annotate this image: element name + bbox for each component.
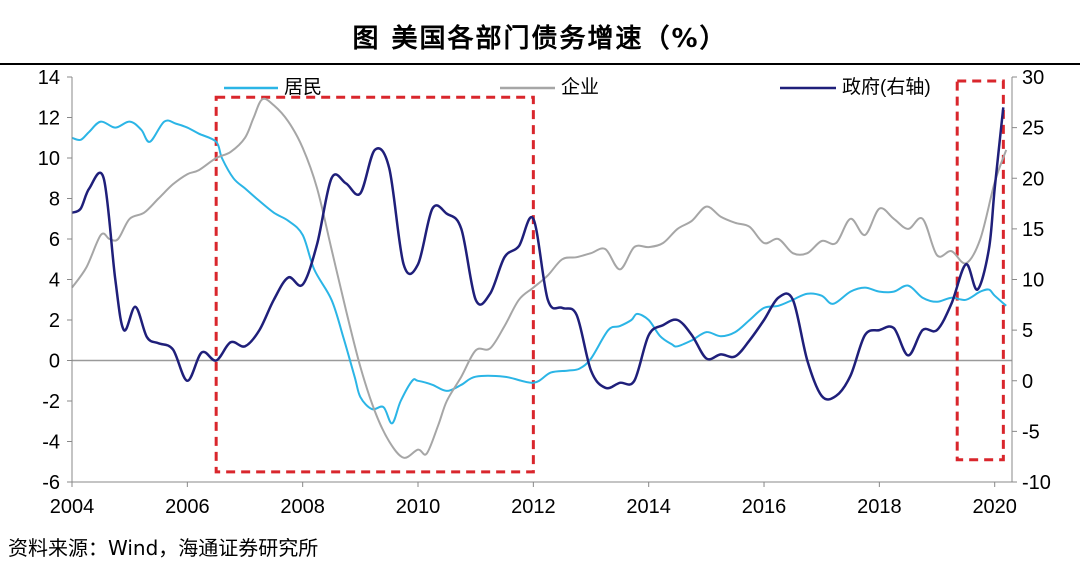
series-household-line xyxy=(71,119,1007,425)
x-tick-label: 2008 xyxy=(280,496,325,518)
title-divider xyxy=(0,63,1080,65)
line-chart: -6 -4 -2 0 2 4 6 8 10 12 14 -10 -5 0 5 10 15 20 25 30 2004 20… xyxy=(38,67,1051,518)
x-tick-label: 2016 xyxy=(742,496,787,518)
series-government-line xyxy=(71,107,1005,401)
highlight-box-2 xyxy=(955,79,1005,462)
series-corporate-line xyxy=(71,97,1008,459)
y-left-tick-label: 8 xyxy=(49,189,60,211)
y-right-tick-label: -10 xyxy=(1022,472,1051,494)
y-right-tick-label: 20 xyxy=(1022,168,1044,190)
legend-label-household: 居民 xyxy=(284,77,322,98)
y-left-tick-label: -2 xyxy=(42,391,60,413)
x-tick-label: 2010 xyxy=(396,496,441,518)
highlight-box-1 xyxy=(214,95,535,474)
x-tick-label: 2006 xyxy=(165,496,210,518)
legend-label-corporate: 企业 xyxy=(561,76,599,98)
y-right-tick-label: 15 xyxy=(1022,219,1044,241)
x-tick-label: 2020 xyxy=(972,496,1017,518)
chart-title: 图 美国各部门债务增速（%） xyxy=(352,24,728,54)
y-right-tick-label: 30 xyxy=(1022,67,1044,89)
source-note: 资料来源：Wind，海通证券研究所 xyxy=(8,536,319,560)
x-tick-label: 2014 xyxy=(626,496,671,518)
y-right-tick-label: 10 xyxy=(1022,270,1044,292)
y-right-tick-label: -5 xyxy=(1022,421,1040,443)
y-left-tick-label: -6 xyxy=(42,472,60,494)
y-left-tick-label: 12 xyxy=(38,108,60,130)
y-left-tick-label: 10 xyxy=(38,148,60,170)
y-left-tick-label: 2 xyxy=(49,310,60,332)
y-left-tick-label: 0 xyxy=(49,351,60,373)
y-left-tick-label: 14 xyxy=(38,67,60,89)
y-left-tick-label: 4 xyxy=(49,270,60,292)
y-left-tick-label: -4 xyxy=(42,432,60,454)
x-tick-label: 2018 xyxy=(857,496,902,518)
x-tick-label: 2012 xyxy=(511,496,556,518)
x-tick-label: 2004 xyxy=(50,496,95,518)
y-left-tick-label: 6 xyxy=(49,229,60,251)
y-right-tick-label: 0 xyxy=(1022,371,1033,393)
y-right-tick-label: 5 xyxy=(1022,320,1033,342)
y-right-tick-label: 25 xyxy=(1022,118,1044,140)
legend-label-government: 政府(右轴) xyxy=(842,76,931,98)
